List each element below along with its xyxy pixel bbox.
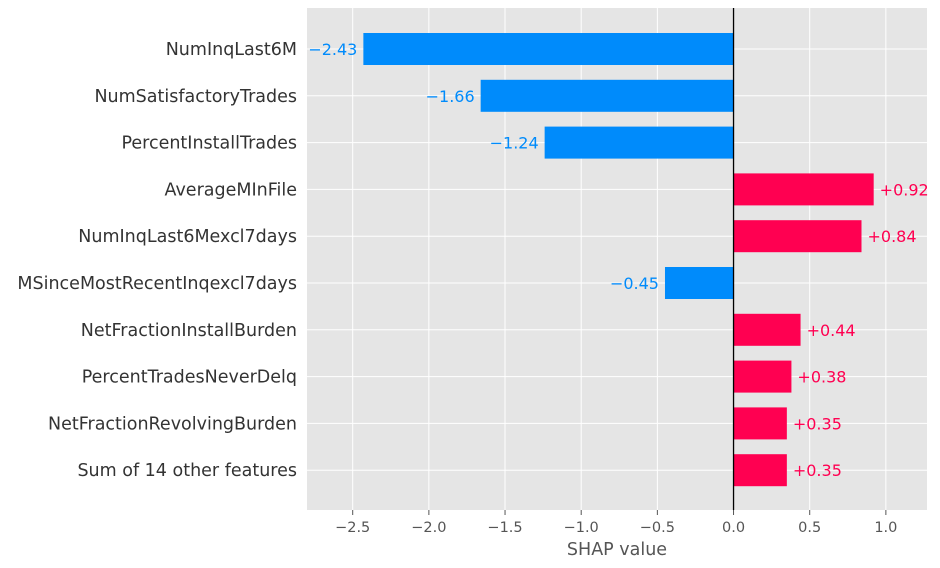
category-label: PercentInstallTrades xyxy=(121,134,297,154)
data-label: +0.44 xyxy=(807,321,856,340)
x-tick-label: 0.0 xyxy=(722,520,745,536)
data-label: +0.38 xyxy=(797,368,846,387)
category-label: MSinceMostRecentInqexcl7days xyxy=(17,274,297,294)
x-tick-labels: −2.5 −2.0 −1.5 −1.0 −0.5 0.0 0.5 1.0 xyxy=(335,510,897,536)
bar xyxy=(733,313,801,346)
data-label: +0.92 xyxy=(880,180,929,199)
x-tick-label: −2.0 xyxy=(411,520,446,536)
x-tick-label: 0.5 xyxy=(798,520,821,536)
data-label: −1.66 xyxy=(426,87,475,106)
bar xyxy=(733,173,874,206)
x-tick-label: 1.0 xyxy=(874,520,897,536)
category-label: NetFractionRevolvingBurden xyxy=(48,414,297,434)
x-tick-label: −2.5 xyxy=(335,520,370,536)
category-label: NumInqLast6M xyxy=(166,40,297,60)
data-label: +0.35 xyxy=(793,461,842,480)
data-label: −0.45 xyxy=(610,274,659,293)
bar xyxy=(733,407,787,440)
category-label: PercentTradesNeverDelq xyxy=(82,368,297,388)
bar xyxy=(733,220,862,253)
bar xyxy=(363,33,734,65)
data-label: +0.84 xyxy=(867,227,916,246)
bar xyxy=(544,126,734,159)
bar xyxy=(733,360,792,393)
category-label: NumInqLast6Mexcl7days xyxy=(78,227,297,247)
category-label: Sum of 14 other features xyxy=(77,461,297,481)
category-labels: NumInqLast6M NumSatisfactoryTrades Percent… xyxy=(17,40,297,481)
bar xyxy=(733,454,787,487)
x-tick-label: −1.0 xyxy=(564,520,599,536)
x-tick-label: −1.5 xyxy=(487,520,522,536)
data-label: −2.43 xyxy=(308,40,357,59)
x-axis-label: SHAP value xyxy=(567,540,667,560)
bars xyxy=(363,33,874,487)
bar xyxy=(664,267,734,299)
category-label: AverageMInFile xyxy=(165,180,298,200)
category-label: NetFractionInstallBurden xyxy=(81,321,297,341)
x-tick-label: −0.5 xyxy=(640,520,675,536)
bar xyxy=(480,79,734,112)
value-labels: −2.43 −1.66 −1.24 +0.92 +0.84 −0.45 +0.44 +0.38… xyxy=(308,40,928,480)
category-label: NumSatisfactoryTrades xyxy=(94,87,297,107)
data-label: +0.35 xyxy=(793,414,842,433)
data-label: −1.24 xyxy=(490,134,539,153)
